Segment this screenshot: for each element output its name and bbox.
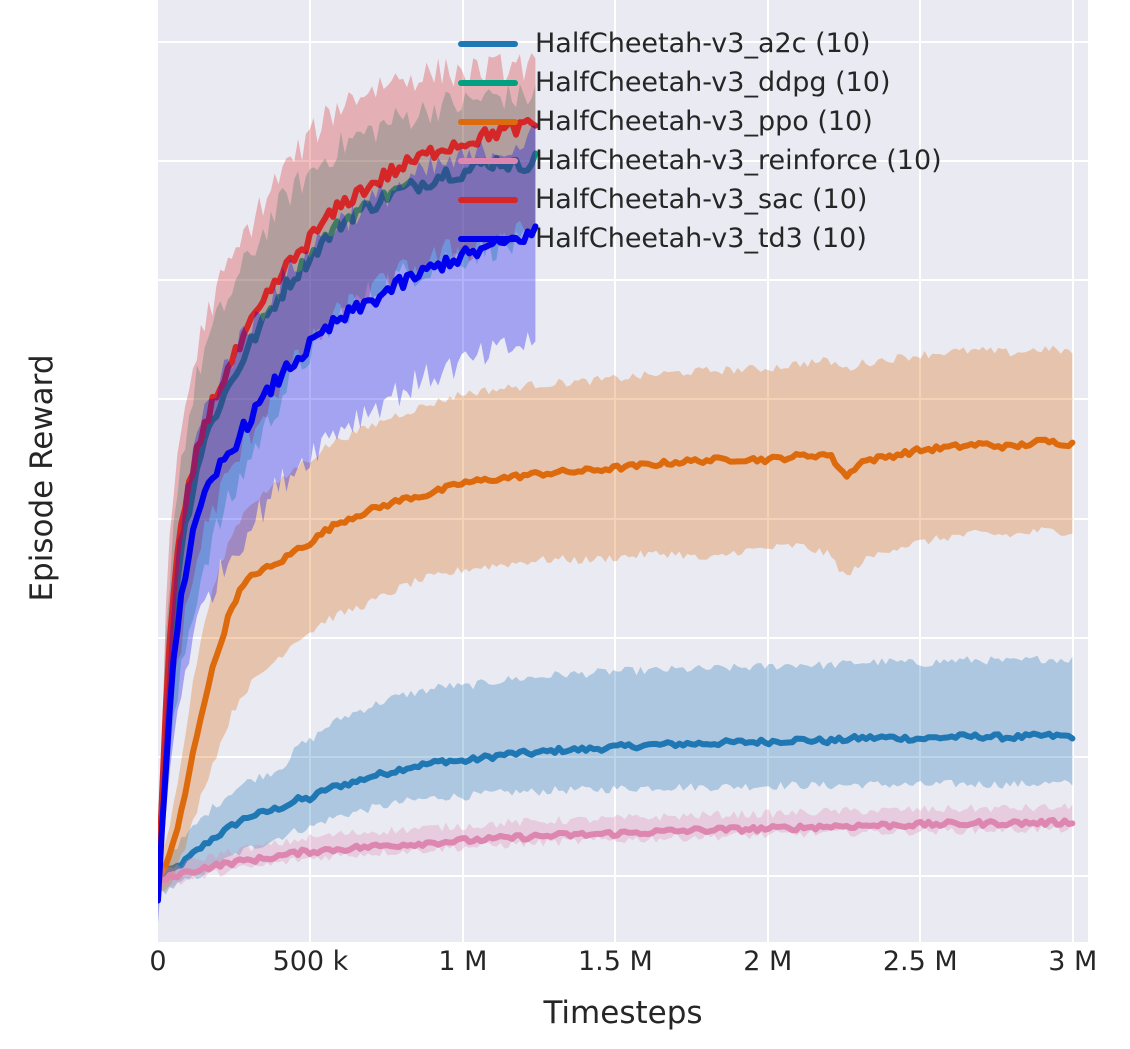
legend-item-3[interactable]: HalfCheetah-v3_reinforce (10) xyxy=(458,141,942,180)
series-line-5 xyxy=(158,223,539,904)
legend-label-1: HalfCheetah-v3_ddpg (10) xyxy=(535,67,891,98)
gridline-y-8000 xyxy=(158,398,1088,401)
series-band-2 xyxy=(158,345,1073,901)
series-canvas xyxy=(158,53,1076,924)
x-tick-label-3000000: 3 M xyxy=(1048,946,1098,977)
gridline-y-12000 xyxy=(158,159,1088,162)
legend-swatch-icon-1 xyxy=(458,79,518,86)
legend-item-4[interactable]: HalfCheetah-v3_sac (10) xyxy=(458,180,942,219)
gridline-y-6000 xyxy=(158,517,1088,520)
series-band-5 xyxy=(158,125,536,924)
gridline-y-0 xyxy=(158,875,1088,878)
gridline-y-2000 xyxy=(158,756,1088,759)
legend-swatch-icon-0 xyxy=(458,40,518,47)
gridline-y-4000 xyxy=(158,636,1088,639)
legend-item-5[interactable]: HalfCheetah-v3_td3 (10) xyxy=(458,219,942,258)
plot-area xyxy=(158,0,1088,942)
series-band-0 xyxy=(158,655,1073,895)
x-tick-label-0: 0 xyxy=(149,946,167,977)
series-line-0 xyxy=(158,730,1076,883)
x-tick-label-1000000: 1 M xyxy=(438,946,488,977)
gridline-y-14000 xyxy=(158,40,1088,43)
series-band-4 xyxy=(158,53,536,899)
x-tick-label-2000000: 2 M xyxy=(743,946,793,977)
legend-label-3: HalfCheetah-v3_reinforce (10) xyxy=(535,145,942,176)
legend-label-4: HalfCheetah-v3_sac (10) xyxy=(535,184,868,215)
legend-swatch-icon-3 xyxy=(458,157,518,164)
x-tick-label-1500000: 1.5 M xyxy=(577,946,653,977)
series-line-1 xyxy=(158,150,539,890)
legend-label-0: HalfCheetah-v3_a2c (10) xyxy=(535,28,871,59)
legend: HalfCheetah-v3_a2c (10) HalfCheetah-v3_dd… xyxy=(452,20,948,262)
x-axis-title: Timesteps xyxy=(543,995,703,1031)
legend-item-1[interactable]: HalfCheetah-v3_ddpg (10) xyxy=(458,63,942,102)
gridline-x-3000000 xyxy=(1071,0,1074,942)
legend-swatch-icon-2 xyxy=(458,118,518,125)
gridline-x-2000000 xyxy=(766,0,769,942)
gridline-x-1500000 xyxy=(614,0,617,942)
series-line-4 xyxy=(158,116,539,894)
legend-label-5: HalfCheetah-v3_td3 (10) xyxy=(535,223,867,254)
legend-item-2[interactable]: HalfCheetah-v3_ppo (10) xyxy=(458,102,942,141)
legend-label-2: HalfCheetah-v3_ppo (10) xyxy=(535,106,873,137)
gridline-x-1000000 xyxy=(461,0,464,942)
gridline-x-2500000 xyxy=(919,0,922,942)
x-tick-label-500000: 500 k xyxy=(272,946,349,977)
x-tick-label-2500000: 2.5 M xyxy=(882,946,958,977)
legend-item-0[interactable]: HalfCheetah-v3_a2c (10) xyxy=(458,24,942,63)
y-axis-title: Episode Reward xyxy=(24,354,60,602)
gridline-x-500000 xyxy=(309,0,312,942)
legend-swatch-icon-5 xyxy=(458,235,518,242)
gridline-y-10000 xyxy=(158,279,1088,282)
series-line-3 xyxy=(158,816,1076,883)
series-band-1 xyxy=(158,83,536,901)
legend-swatch-icon-4 xyxy=(458,196,518,203)
series-line-2 xyxy=(158,436,1076,886)
